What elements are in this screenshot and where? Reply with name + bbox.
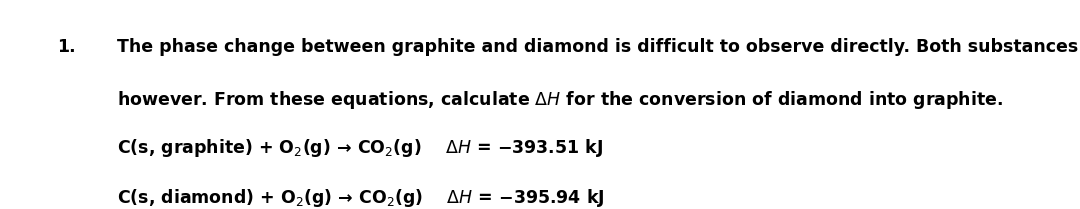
Text: C(s, diamond) + O$_2$(g) → CO$_2$(g)    $\Delta H$ = −395.94 kJ: C(s, diamond) + O$_2$(g) → CO$_2$(g) $\D…	[117, 187, 604, 209]
Text: C(s, graphite) + O$_2$(g) → CO$_2$(g)    $\Delta H$ = −393.51 kJ: C(s, graphite) + O$_2$(g) → CO$_2$(g) $\…	[117, 137, 603, 159]
Text: 1.: 1.	[57, 38, 76, 56]
Text: The phase change between graphite and diamond is difficult to observe directly. : The phase change between graphite and di…	[117, 38, 1080, 56]
Text: however. From these equations, calculate $\Delta H$ for the conversion of diamon: however. From these equations, calculate…	[117, 89, 1002, 111]
